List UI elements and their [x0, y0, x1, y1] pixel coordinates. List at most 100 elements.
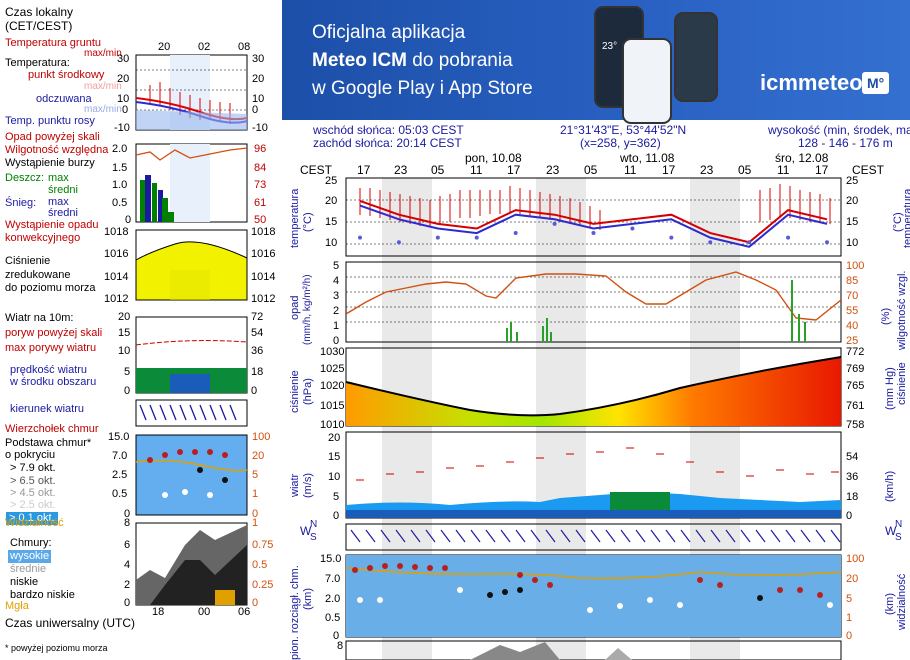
grid-coords: (x=258, y=362) — [580, 136, 661, 150]
cloud-low-dots — [357, 587, 833, 613]
prec-tick-0: 5 — [333, 260, 340, 272]
wind-direction-chart — [350, 529, 841, 543]
ad-line2-rest: do pobrania — [407, 50, 513, 71]
legend-cloud-base1: Podstawa chmur* — [5, 437, 92, 449]
lt-pr2: 73 — [254, 179, 267, 191]
phone-temp: 23° — [602, 41, 618, 52]
pres-tick-1: 1025 — [320, 363, 345, 375]
legend-utc: Czas uniwersalny (UTC) — [5, 616, 136, 630]
lt-pl0: 2.0 — [112, 143, 128, 155]
lt-tl0: 30 — [117, 53, 130, 65]
legend-mini-charts — [135, 54, 248, 606]
pres-axis-title: ciśnienie — [289, 370, 301, 413]
hum-tick-1: 85 — [846, 275, 859, 287]
elevation-values: 128 - 146 - 176 m — [798, 136, 893, 150]
pres-tick-0: 1030 — [320, 346, 345, 358]
cb-r-tick-4: 0 — [846, 630, 853, 642]
legend-okt1: > 7.9 okt. — [10, 462, 56, 474]
pres-r-tick-2: 765 — [846, 380, 865, 392]
legend-fog: Mgła — [5, 600, 29, 612]
pres-r-title: ciśnienie — [896, 362, 908, 405]
lt-prl3: 1012 — [104, 293, 129, 305]
temp-tick-2: 15 — [325, 216, 338, 228]
dew-point-dot — [747, 240, 752, 245]
lt-cbl2: 2.5 — [112, 469, 128, 481]
lt-pr3: 61 — [254, 197, 267, 209]
wind-tick-3: 5 — [333, 491, 340, 503]
lt-cbr2: 5 — [252, 469, 259, 481]
hum-tick-2: 70 — [846, 290, 859, 302]
legend-okt5: > 0.1 okt. — [6, 512, 58, 525]
phone-front-image — [622, 38, 672, 124]
temp-tick-r-1: 20 — [846, 195, 859, 207]
lt-wl1: 15 — [118, 327, 131, 339]
cb-tick-3: 0.5 — [325, 612, 341, 624]
pres-r-tick-4: 758 — [846, 419, 865, 431]
wdir-w-r: W — [885, 524, 897, 538]
phone-map-image — [674, 12, 718, 102]
prec-tick-2: 3 — [333, 290, 340, 302]
cb-tick-0: 15.0 — [320, 553, 342, 565]
temp-tick-r-0: 25 — [846, 175, 859, 187]
dew-point-dot — [630, 226, 635, 231]
cl-tick-0: 8 — [337, 640, 344, 652]
cloud-panel-sky — [346, 555, 841, 637]
legend-ground-temp: Temperatura gruntu — [5, 37, 101, 49]
sunset: zachód słońca: 20:14 CEST — [313, 136, 462, 150]
legend-visibility: Widzialność — [5, 517, 64, 529]
pres-r-tick-0: 772 — [846, 346, 865, 358]
dew-point-dot — [825, 240, 829, 245]
wdir-s-r: S — [895, 532, 902, 543]
lt-clr2: 0.5 — [252, 559, 268, 571]
temp-tick-3: 10 — [325, 237, 338, 249]
legend-pressure2: zredukowane — [5, 269, 71, 281]
humidity-line — [346, 271, 841, 321]
legend-precip-occ1: Wystąpienie opadu — [5, 219, 99, 231]
lt-wr4: 0 — [251, 385, 258, 397]
legend-snow: Śnieg: — [5, 197, 37, 209]
legend-rain-avg: średni — [48, 184, 78, 196]
legend-pressure3: do poziomu morza — [5, 282, 96, 294]
hum-tick-4: 40 — [846, 320, 859, 332]
dew-point-dot — [435, 235, 440, 240]
wind-axis-title: wiatr — [289, 473, 301, 497]
lt-tl4: -10 — [114, 122, 130, 134]
wind-r-tick-4: 0 — [846, 510, 853, 522]
hour-12: 17 — [815, 163, 829, 177]
temp-tick-1: 20 — [325, 195, 338, 207]
lt-pr0: 96 — [254, 143, 267, 155]
dew-point-dot — [669, 235, 674, 240]
hour-6: 05 — [584, 163, 598, 177]
legend-rel-humidity: Wilgotność względna — [5, 144, 109, 156]
cb-tick-4: 0 — [333, 630, 340, 642]
wind-tick-4: 0 — [333, 510, 340, 522]
legend-clouds: Chmury: — [10, 537, 52, 549]
temp-tick-0: 25 — [325, 175, 338, 187]
legend-time-local: Czas lokalny — [5, 5, 74, 19]
legend-very-low: bardzo niskie — [10, 589, 75, 601]
wind-r-tick-1: 54 — [846, 451, 859, 463]
wind-r-tick-2: 36 — [846, 471, 859, 483]
ad-line2-bold: Meteo ICM — [312, 50, 407, 71]
cb-tick-2: 2.0 — [325, 593, 341, 605]
lt-pr1: 84 — [254, 162, 267, 174]
lt-cbr4: 0 — [252, 508, 259, 520]
legend-feels-like: odczuwana — [36, 93, 92, 105]
lt-tr1: 20 — [252, 73, 265, 85]
legend-time-top-1: 02 — [198, 41, 211, 53]
lt-tr3: 0 — [252, 104, 259, 116]
lt-cll4: 0 — [124, 597, 131, 609]
app-ad-banner[interactable]: Oficjalna aplikacja Meteo ICM do pobrani… — [282, 0, 910, 124]
legend-wind-speed1: prędkość wiatru — [10, 364, 88, 376]
lt-cll0: 8 — [124, 517, 131, 529]
legend-gust-max: max porywy wiatru — [5, 342, 97, 354]
temp-tick-r-2: 15 — [846, 216, 859, 228]
lt-pl1: 1.5 — [112, 162, 128, 174]
hum-axis-title: wilgotność wzgl. — [896, 270, 908, 350]
hum-tick-0: 100 — [846, 260, 865, 272]
temp-tick-r-3: 10 — [846, 237, 859, 249]
lt-tr2: 10 — [252, 93, 265, 105]
legend-time-bottom-0: 18 — [152, 606, 165, 618]
dew-point-dot — [552, 221, 557, 226]
